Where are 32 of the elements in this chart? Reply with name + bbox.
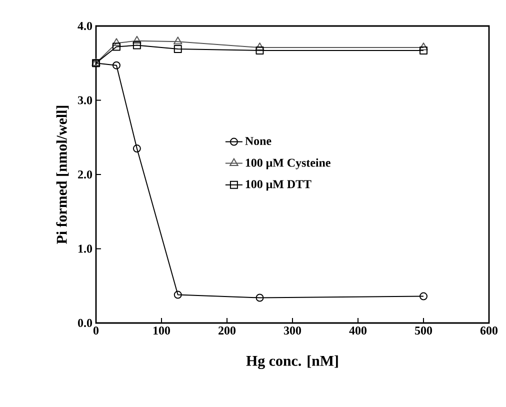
x-axis-title: Hg conc. [nM] — [246, 355, 338, 370]
point — [174, 290, 182, 299]
legend-label: 100 μM DTT — [246, 180, 312, 191]
y-axis-title: Pi formed [nmol/well] — [56, 106, 69, 244]
y-tick-label: 1.0 — [78, 244, 92, 253]
point — [420, 292, 428, 300]
point — [420, 46, 428, 54]
y-tick-label: 3.0 — [78, 96, 92, 104]
x-tick-label: 500 — [415, 326, 432, 335]
y-tick-label: 0.0 — [78, 318, 92, 328]
point — [132, 144, 141, 152]
y-tick-label: 4.0 — [78, 22, 92, 30]
point — [112, 61, 120, 70]
point — [255, 42, 264, 50]
point — [256, 46, 264, 54]
x-tick-label: 200 — [218, 326, 236, 335]
point — [419, 42, 428, 50]
x-tick-label: 600 — [480, 326, 498, 335]
point — [132, 41, 141, 50]
point — [132, 36, 142, 44]
legend-label: 100 μM Cysteine — [246, 158, 330, 170]
point — [174, 45, 182, 54]
point — [112, 38, 121, 46]
point — [112, 42, 120, 51]
point — [173, 36, 182, 44]
x-tick-label: 400 — [349, 326, 367, 335]
legend-label: None — [245, 137, 272, 146]
x-tick-label: 0 — [93, 326, 99, 335]
point — [256, 294, 264, 302]
x-tick-label: 300 — [284, 326, 302, 335]
y-tick-label: 2.0 — [78, 170, 92, 179]
x-tick-label: 100 — [153, 326, 170, 335]
